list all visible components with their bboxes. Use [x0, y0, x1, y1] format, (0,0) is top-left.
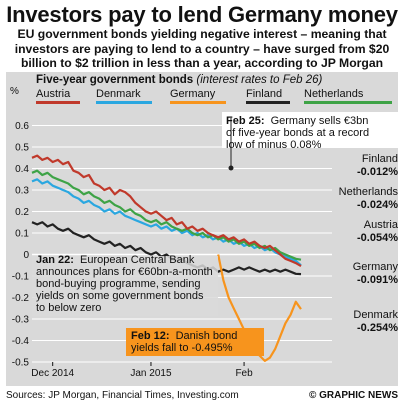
end-label-netherlands: Netherlands — [339, 186, 399, 198]
y-tick-label: 0.4 — [15, 164, 29, 175]
annotation-feb25-box — [222, 112, 398, 148]
end-value-finland: -0.012% — [357, 166, 398, 178]
annotation-feb25-marker — [228, 165, 234, 171]
legend-label-germany: Germany — [170, 88, 216, 100]
end-value-netherlands: -0.024% — [357, 199, 398, 211]
y-tick-label: 0 — [23, 250, 29, 261]
legend-label-finland: Finland — [246, 88, 283, 100]
end-label-denmark: Denmark — [353, 309, 398, 321]
legend-label-denmark: Denmark — [96, 88, 141, 100]
end-value-austria: -0.054% — [357, 232, 398, 244]
annotation-feb25-line1: Germany sells €3bn — [271, 115, 369, 127]
annotation-jan22-line1: European Central Bank — [80, 254, 195, 266]
annotation-feb25-head: Feb 25: — [226, 115, 265, 127]
legend-swatch-austria — [36, 101, 80, 104]
annotation-jan22-line3: bond-buying programme, sending — [36, 278, 201, 290]
end-label-germany: Germany — [353, 261, 399, 273]
end-labels: Austria-0.054% Denmark-0.254% Germany-0.09… — [339, 153, 399, 334]
x-tick-label: Jan 2015 — [130, 368, 172, 379]
legend-swatch-germany — [170, 101, 226, 104]
annotation-feb12-box — [126, 328, 264, 356]
series-line-denmark — [31, 178, 302, 267]
end-label-finland: Finland — [362, 153, 398, 165]
y-axis-unit: % — [10, 86, 19, 97]
annotation-jan22-line5: to below zero — [36, 302, 101, 314]
y-tick-label: -0.4 — [12, 336, 30, 347]
annotation-feb12: Feb 12: Danish bond yields fall to -0.49… — [126, 328, 264, 356]
legend-swatch-finland — [246, 101, 290, 104]
annotation-feb12-line1: Danish bond — [176, 330, 238, 342]
chart-title-text: Five-year government bonds — [36, 74, 194, 86]
annotation-jan22-text: Jan 22: European Central Bank announces … — [36, 254, 216, 314]
annotation-feb12-text: Feb 12: Danish bond yields fall to -0.49… — [131, 330, 240, 354]
y-tick-label: -0.5 — [12, 358, 30, 369]
chart-title: Five-year government bonds (interest rat… — [36, 74, 322, 86]
annotation-jan22-head: Jan 22: — [36, 254, 74, 266]
y-tick-label: -0.3 — [12, 315, 30, 326]
x-tick-label: Dec 2014 — [31, 368, 74, 379]
legend-swatch-netherlands — [304, 101, 392, 104]
chart-subtitle-text: (interest rates to Feb 26) — [196, 74, 323, 86]
legend-label-netherlands: Netherlands — [304, 88, 364, 100]
annotation-jan22-box — [32, 256, 218, 316]
annotation-feb25-line3: low of minus 0.08% — [226, 139, 322, 151]
y-tick-label: -0.2 — [12, 293, 30, 304]
annotation-jan22-line4: yields on some government bonds — [36, 290, 204, 302]
annotation-feb25: Feb 25: Germany sells €3bn of five-year … — [222, 112, 398, 166]
credit-note: © GRAPHIC NEWS — [308, 390, 398, 401]
source-note: Sources: JP Morgan, Financial Times, Inv… — [6, 390, 239, 401]
y-tick-label: -0.1 — [12, 272, 30, 283]
annotation-feb12-line2: yields fall to -0.495% — [131, 342, 233, 354]
y-tick-label: 0.3 — [15, 186, 29, 197]
annotation-feb25-line2: of five-year bonds at a record — [226, 127, 369, 139]
y-tick-label: 0.2 — [15, 207, 29, 218]
annotation-feb25-text: Feb 25: Germany sells €3bn of five-year … — [226, 115, 372, 151]
grid — [32, 125, 332, 363]
y-axis-ticks: 0.6 0.5 0.4 0.3 0.2 0.1 0 -0.1 -0.2 -0.3 -0.4 -0.5 — [12, 121, 30, 369]
x-tick-label: Feb — [235, 368, 253, 379]
end-value-denmark: -0.254% — [357, 322, 398, 334]
series-lines — [31, 154, 302, 362]
series-line-finland — [31, 221, 302, 276]
legend-swatch-denmark — [96, 101, 152, 104]
annotation-jan22-line2: announces plans for €60bn-a-month — [36, 266, 213, 278]
legend-label-austria: Austria — [36, 88, 71, 100]
end-label-austria: Austria — [364, 219, 399, 231]
page-subtitle: EU government bonds yielding negative in… — [14, 27, 390, 70]
end-value-germany: -0.091% — [357, 274, 398, 286]
y-tick-label: 0.5 — [15, 143, 29, 154]
series-line-netherlands — [31, 169, 302, 261]
page-title: Investors pay to lend Germany money — [6, 2, 398, 27]
annotation-feb12-head: Feb 12: — [131, 330, 170, 342]
series-line-austria — [31, 154, 302, 268]
annotation-jan22: Jan 22: European Central Bank announces … — [32, 254, 218, 316]
x-axis-ticks: Dec 2014 Jan 2015 Feb — [31, 362, 253, 379]
y-tick-label: 0.1 — [15, 229, 29, 240]
y-tick-label: 0.6 — [15, 121, 29, 132]
